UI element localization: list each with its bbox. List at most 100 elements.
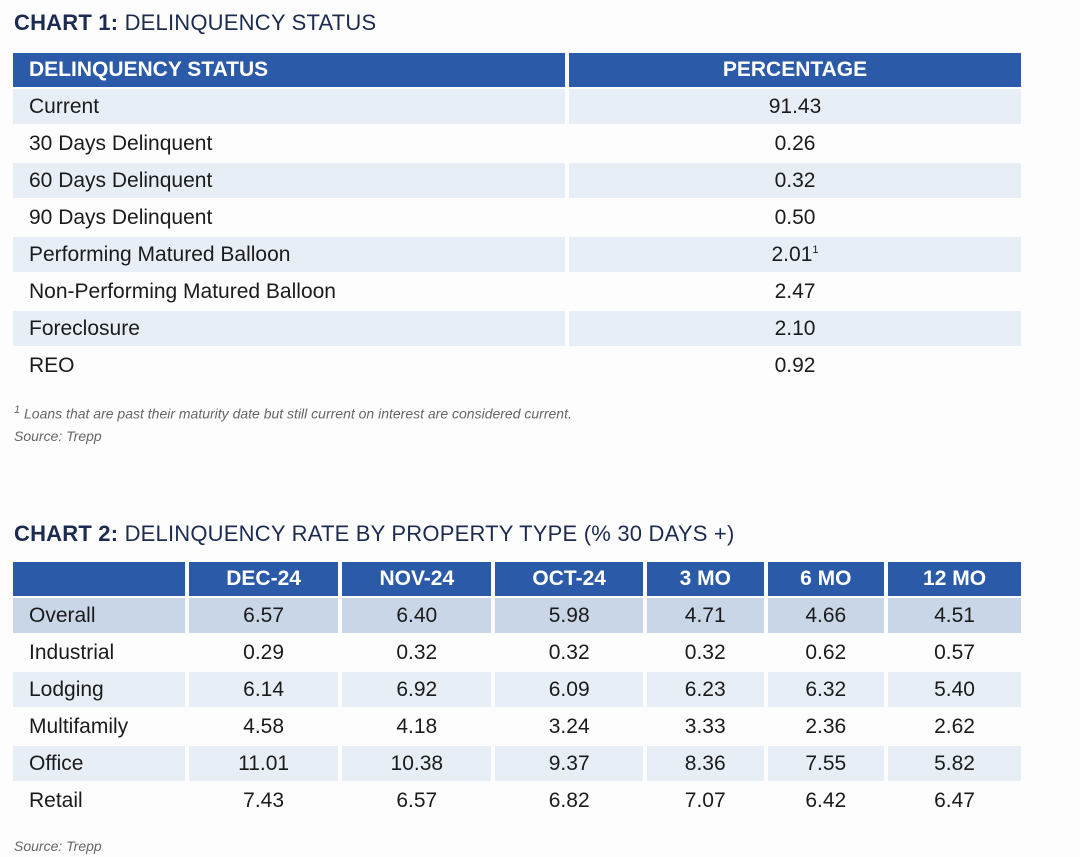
rate-cell: 8.36 [646, 746, 764, 781]
property-type-table: DEC-24 NOV-24 OCT-24 3 MO 6 MO 12 MO Overall 6… [9, 560, 1025, 820]
header-cell: DELINQUENCY STATUS [13, 53, 565, 87]
chart1-title-label: CHART 1: [14, 10, 119, 35]
property-type-label: Industrial [29, 640, 115, 664]
rate-cell: 4.18 [396, 714, 438, 738]
status-label: Current [13, 89, 565, 124]
chart1-title: CHART 1: DELINQUENCY STATUS [14, 10, 376, 36]
rate-cell: 6.23 [646, 672, 764, 707]
table-row: Lodging 6.14 6.92 6.09 6.23 6.32 5.40 [13, 672, 1021, 707]
rate-cell: 3.24 [548, 714, 590, 738]
rate-cell: 2.62 [934, 714, 975, 738]
rate-cell: 6.92 [342, 672, 492, 707]
percentage-value: 0.26 [774, 131, 816, 155]
header-cell: NOV-24 [342, 562, 492, 596]
rate-cell: 6.09 [495, 672, 643, 707]
chart2-title-text: DELINQUENCY RATE BY PROPERTY TYPE (% 30 … [118, 521, 735, 546]
status-label: REO [29, 353, 75, 377]
property-type-label: Lodging [13, 672, 185, 707]
table-row: Office 11.01 10.38 9.37 8.36 7.55 5.82 [13, 746, 1021, 781]
rate-cell: 4.58 [243, 714, 285, 738]
table-row: Non-Performing Matured Balloon 2.47 [13, 274, 1021, 309]
delinquency-status-table: DELINQUENCY STATUS PERCENTAGE Current 91.4… [9, 51, 1025, 385]
status-label: 60 Days Delinquent [13, 163, 565, 198]
rate-cell: 0.32 [396, 640, 438, 664]
property-type-label: Multifamily [29, 714, 129, 738]
percentage-cell: 0.26 [569, 126, 1021, 161]
rate-cell: 0.57 [934, 640, 975, 664]
footnote-text: Loans that are past their maturity date … [24, 405, 572, 422]
rate-cell: 6.57 [396, 788, 438, 812]
status-label: Foreclosure [13, 311, 565, 346]
chart2-title: CHART 2: DELINQUENCY RATE BY PROPERTY TY… [14, 521, 735, 547]
percentage-value: 2.10 [774, 316, 816, 340]
rate-cell: 6.32 [767, 672, 885, 707]
property-type-label: Office [13, 746, 185, 781]
chart2-title-label: CHART 2: [14, 521, 119, 546]
percentage-value: 0.92 [774, 353, 816, 377]
rate-cell: 6.57 [189, 598, 339, 633]
rate-cell: 6.82 [548, 788, 590, 812]
status-label: Non-Performing Matured Balloon [29, 279, 336, 303]
rate-cell: 0.62 [805, 640, 847, 664]
percentage-cell: 91.43 [569, 89, 1021, 124]
property-type-label: Overall [13, 598, 185, 633]
table-row: 90 Days Delinquent 0.50 [13, 200, 1021, 235]
percentage-value: 2.47 [774, 279, 816, 303]
table-row: Performing Matured Balloon 2.011 [13, 237, 1021, 272]
rate-cell: 6.47 [934, 788, 975, 812]
header-cell: PERCENTAGE [569, 53, 1021, 87]
table-row: Foreclosure 2.10 [13, 311, 1021, 346]
header-cell: DEC-24 [189, 562, 339, 596]
percentage-cell: 0.32 [569, 163, 1021, 198]
percentage-cell: 2.10 [569, 311, 1021, 346]
table-row: Multifamily 4.58 4.18 3.24 3.33 2.36 2.62 [13, 709, 1021, 744]
table-row: REO 0.92 [13, 348, 1021, 383]
footnote: 1 Loans that are past their maturity dat… [14, 404, 572, 422]
table-row: Current 91.43 [13, 89, 1021, 124]
rate-cell: 5.98 [495, 598, 643, 633]
percentage-value: 0.32 [774, 168, 816, 192]
rate-cell: 0.32 [548, 640, 590, 664]
header-cell: 6 MO [767, 562, 885, 596]
status-label: Performing Matured Balloon [13, 237, 565, 272]
rate-cell: 11.01 [189, 746, 339, 781]
status-label: 30 Days Delinquent [29, 131, 213, 155]
rate-cell: 5.82 [888, 746, 1021, 781]
rate-cell: 3.33 [684, 714, 726, 738]
rate-cell: 10.38 [342, 746, 492, 781]
percentage-cell: 2.47 [569, 274, 1021, 309]
percentage-value: 2.01 [771, 242, 813, 266]
header-cell: 12 MO [888, 562, 1021, 596]
rate-cell: 7.43 [243, 788, 285, 812]
rate-cell: 2.36 [805, 714, 847, 738]
table-row: 60 Days Delinquent 0.32 [13, 163, 1021, 198]
rate-cell: 4.51 [888, 598, 1021, 633]
footnote-mark: 1 [14, 404, 21, 416]
table-row: Overall 6.57 6.40 5.98 4.71 4.66 4.51 [13, 598, 1021, 633]
percentage-cell: 2.011 [569, 237, 1021, 272]
header-cell: 3 MO [646, 562, 764, 596]
rate-cell: 6.14 [189, 672, 339, 707]
footnote-mark: 1 [812, 243, 819, 256]
chart1-title-text: DELINQUENCY STATUS [118, 10, 377, 35]
source-note: Source: Trepp [14, 428, 102, 444]
table-row: Industrial 0.29 0.32 0.32 0.32 0.62 0.57 [13, 635, 1021, 670]
percentage-cell: 0.50 [569, 200, 1021, 235]
rate-cell: 0.29 [243, 640, 285, 664]
percentage-value: 0.50 [774, 205, 816, 229]
rate-cell: 9.37 [495, 746, 643, 781]
source-note: Source: Trepp [14, 838, 102, 854]
percentage-value: 91.43 [768, 94, 822, 118]
rate-cell: 6.42 [805, 788, 847, 812]
rate-cell: 6.40 [342, 598, 492, 633]
status-label: 90 Days Delinquent [29, 205, 213, 229]
rate-cell: 4.71 [646, 598, 764, 633]
property-type-label: Retail [29, 788, 83, 812]
rate-cell: 5.40 [888, 672, 1021, 707]
table-row: 30 Days Delinquent 0.26 [13, 126, 1021, 161]
percentage-cell: 0.92 [569, 348, 1021, 383]
header-cell [13, 562, 185, 596]
rate-cell: 4.66 [767, 598, 885, 633]
rate-cell: 7.07 [684, 788, 726, 812]
header-cell: OCT-24 [495, 562, 643, 596]
